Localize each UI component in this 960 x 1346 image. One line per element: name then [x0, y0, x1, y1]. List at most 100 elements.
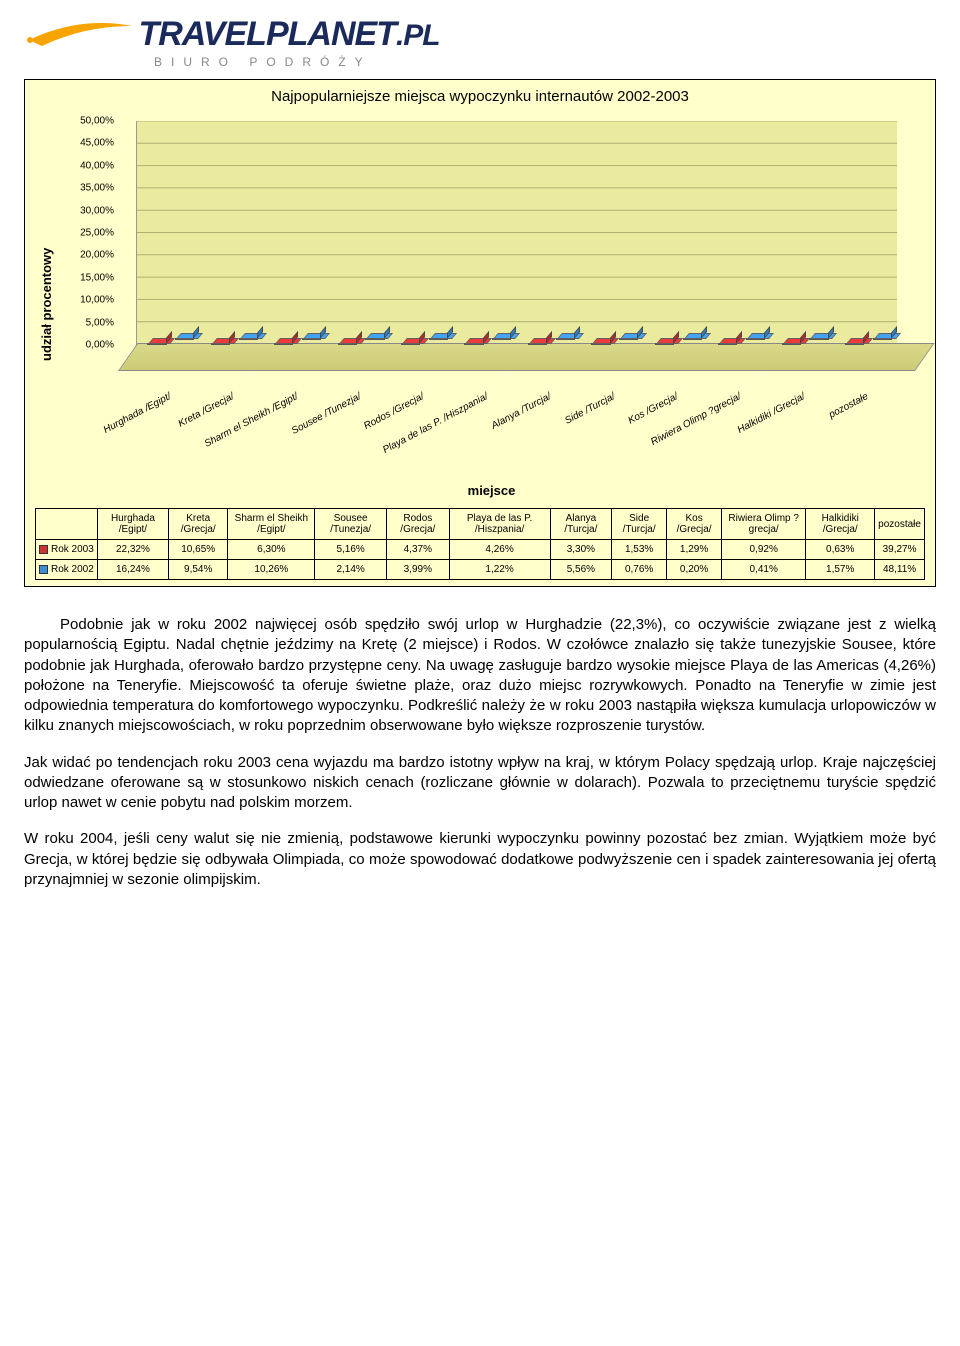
- chart-title: Najpopularniejsze miejsca wypoczynku int…: [35, 88, 925, 105]
- ytick-label: 25,00%: [58, 228, 114, 239]
- bar-rok2003: [591, 343, 610, 345]
- bar-rok2002: [239, 338, 258, 340]
- table-cell: 1,57%: [806, 560, 875, 580]
- bar-rok2003: [718, 343, 737, 345]
- table-cell: 1,29%: [667, 540, 722, 560]
- table-cell: 3,30%: [550, 540, 612, 560]
- ytick-label: 50,00%: [58, 116, 114, 127]
- table-cell: 1,53%: [612, 540, 667, 560]
- brand-accent: PLANET: [266, 15, 396, 53]
- chart-xlabels: Hurghada /Egipt/Kreta /Grecja/Sharm el S…: [136, 391, 897, 481]
- chart-plot: 0,00%5,00%10,00%15,00%20,00%25,00%30,00%…: [58, 111, 925, 391]
- table-cell: 39,27%: [875, 540, 925, 560]
- bar-rok2002: [683, 338, 702, 340]
- table-cell: 9,54%: [169, 560, 228, 580]
- bar-rok2002: [619, 338, 638, 340]
- ytick-label: 35,00%: [58, 183, 114, 194]
- table-col-header: Sousee /Tunezja/: [315, 509, 387, 540]
- table-col-header: Hurghada /Egipt/: [97, 509, 168, 540]
- legend-cell: Rok 2003: [36, 540, 98, 560]
- table-col-header: Riwiera Olimp ?grecja/: [722, 509, 806, 540]
- brand-tagline: BIURO PODRÓŻY: [154, 55, 936, 69]
- ytick-label: 40,00%: [58, 160, 114, 171]
- table-col-header: Kos /Grecja/: [667, 509, 722, 540]
- legend-label: Rok 2002: [51, 564, 94, 575]
- table-col-header: Side /Turcja/: [612, 509, 667, 540]
- bar-rok2002: [492, 338, 511, 340]
- ytick-label: 0,00%: [58, 340, 114, 351]
- table-col-header: Rodos /Grecja/: [386, 509, 449, 540]
- bar-rok2002: [302, 338, 321, 340]
- bar-rok2003: [274, 343, 293, 345]
- brand-logo: TRAVELPLANET.PL BIURO PODRÓŻY: [24, 12, 936, 69]
- table-cell: 0,76%: [612, 560, 667, 580]
- xlabel: Kreta /Grecja/: [177, 391, 237, 430]
- table-col-header: Playa de las P. /Hiszpania/: [449, 509, 550, 540]
- legend-label: Rok 2003: [51, 544, 94, 555]
- legend-cell: Rok 2002: [36, 560, 98, 580]
- table-cell: 0,20%: [667, 560, 722, 580]
- table-row: Rok 200216,24%9,54%10,26%2,14%3,99%1,22%…: [36, 560, 925, 580]
- table-header-row: Hurghada /Egipt/Kreta /Grecja/Sharm el S…: [36, 509, 925, 540]
- ytick-label: 20,00%: [58, 250, 114, 261]
- chart-bars: [136, 121, 897, 345]
- xlabel: Alanya /Turcja/: [490, 391, 553, 432]
- article-body: Podobnie jak w roku 2002 najwięcej osób …: [24, 615, 936, 890]
- bar-rok2003: [464, 343, 483, 345]
- table-col-header: Kreta /Grecja/: [169, 509, 228, 540]
- xlabel: Side /Turcja/: [563, 391, 617, 427]
- table-cell: 0,63%: [806, 540, 875, 560]
- legend-swatch-icon: [39, 565, 48, 574]
- table-cell: 4,26%: [449, 540, 550, 560]
- table-row: Rok 200322,32%10,65%6,30%5,16%4,37%4,26%…: [36, 540, 925, 560]
- bar-rok2003: [338, 343, 357, 345]
- table-cell: 10,26%: [228, 560, 315, 580]
- chart-container: Najpopularniejsze miejsca wypoczynku int…: [24, 79, 936, 587]
- table-cell: 5,56%: [550, 560, 612, 580]
- bar-rok2002: [873, 338, 892, 340]
- table-cell: 6,30%: [228, 540, 315, 560]
- bar-rok2003: [845, 343, 864, 345]
- bar-rok2002: [175, 338, 194, 340]
- table-cell: 10,65%: [169, 540, 228, 560]
- table-col-header: Halkidiki /Grecja/: [806, 509, 875, 540]
- xlabel: Halkidiki /Grecja/: [736, 391, 807, 436]
- legend-swatch-icon: [39, 545, 48, 554]
- bar-rok2002: [556, 338, 575, 340]
- table-col-header: pozostałe: [875, 509, 925, 540]
- table-cell: 0,92%: [722, 540, 806, 560]
- paragraph: Jak widać po tendencjach roku 2003 cena …: [24, 753, 936, 814]
- table-corner-cell: [36, 509, 98, 540]
- bar-rok2003: [782, 343, 801, 345]
- table-col-header: Sharm el Sheikh /Egipt/: [228, 509, 315, 540]
- table-cell: 5,16%: [315, 540, 387, 560]
- table-cell: 16,24%: [97, 560, 168, 580]
- ytick-label: 15,00%: [58, 272, 114, 283]
- table-body: Rok 200322,32%10,65%6,30%5,16%4,37%4,26%…: [36, 540, 925, 580]
- ytick-label: 30,00%: [58, 205, 114, 216]
- xlabel: pozostałe: [827, 391, 870, 421]
- swoosh-icon: [24, 12, 134, 57]
- table-cell: 22,32%: [97, 540, 168, 560]
- xlabel: Kos /Grecja/: [626, 391, 680, 427]
- paragraph: Podobnie jak w roku 2002 najwięcej osób …: [24, 615, 936, 737]
- ytick-label: 45,00%: [58, 138, 114, 149]
- chart-floor: [118, 343, 935, 371]
- chart-ylabel: udział procentowy: [35, 111, 58, 498]
- ytick-label: 10,00%: [58, 295, 114, 306]
- xlabel: Hurghada /Egipt/: [101, 391, 172, 436]
- bar-rok2003: [528, 343, 547, 345]
- paragraph: W roku 2004, jeśli ceny walut się nie zm…: [24, 829, 936, 890]
- table-cell: 48,11%: [875, 560, 925, 580]
- table-cell: 3,99%: [386, 560, 449, 580]
- brand-name: TRAVELPLANET.PL: [138, 15, 439, 53]
- bar-rok2003: [211, 343, 230, 345]
- table-col-header: Alanya /Turcja/: [550, 509, 612, 540]
- bar-rok2002: [365, 338, 384, 340]
- bar-rok2002: [429, 338, 448, 340]
- bar-rok2002: [746, 338, 765, 340]
- bar-rok2003: [147, 343, 166, 345]
- table-cell: 2,14%: [315, 560, 387, 580]
- bar-rok2003: [401, 343, 420, 345]
- bar-rok2003: [655, 343, 674, 345]
